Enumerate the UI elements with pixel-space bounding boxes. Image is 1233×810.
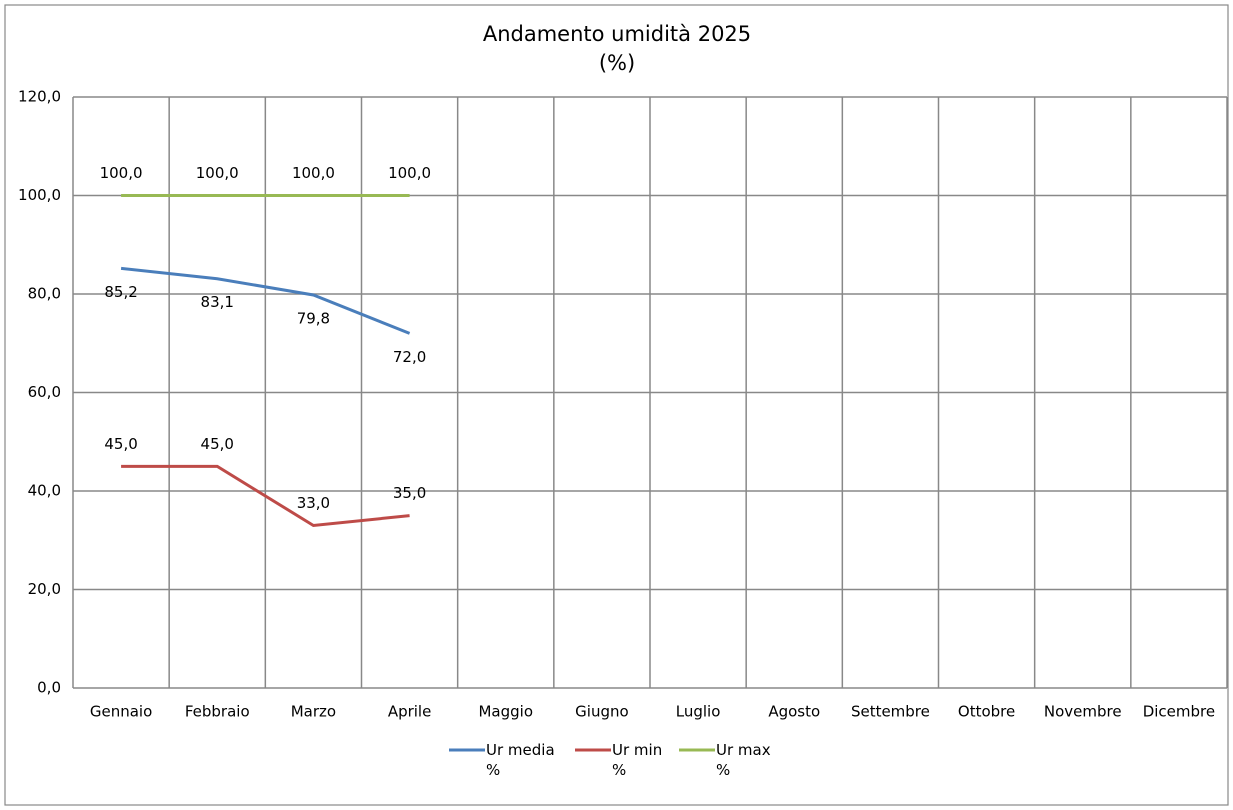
x-tick-label: Novembre (1044, 703, 1122, 721)
data-label: 85,2 (104, 283, 137, 301)
y-tick-label: 0,0 (37, 679, 61, 697)
x-tick-label: Maggio (478, 703, 533, 721)
x-tick-label: Febbraio (185, 703, 250, 721)
chart-border (4, 4, 1229, 806)
x-tick-label: Marzo (291, 703, 336, 721)
x-tick-label: Giugno (575, 703, 629, 721)
x-tick-label: Ottobre (958, 703, 1015, 721)
x-tick-label: Agosto (768, 703, 820, 721)
series-line (121, 464, 410, 528)
y-tick-label: 40,0 (28, 482, 61, 500)
legend-label: Ur min% (612, 741, 662, 779)
y-tick-label: 100,0 (18, 186, 61, 204)
data-label: 45,0 (104, 435, 137, 453)
legend-label: Ur max% (716, 741, 771, 779)
x-tick-label: Dicembre (1143, 703, 1215, 721)
chart-title: Andamento umidità 2025 (483, 22, 751, 46)
data-label: 35,0 (393, 484, 426, 502)
legend-label: Ur media% (486, 741, 555, 779)
y-tick-label: 60,0 (28, 383, 61, 401)
series-line (120, 266, 411, 335)
data-label: 100,0 (292, 164, 335, 182)
data-label: 45,0 (201, 435, 234, 453)
data-label: 100,0 (100, 164, 143, 182)
data-label: 33,0 (297, 494, 330, 512)
x-tick-label: Aprile (388, 703, 432, 721)
data-label: 100,0 (196, 164, 239, 182)
x-tick-label: Settembre (851, 703, 930, 721)
data-label: 100,0 (388, 164, 431, 182)
y-tick-label: 80,0 (28, 285, 61, 303)
data-label: 83,1 (201, 293, 234, 311)
x-tick-label: Gennaio (90, 703, 152, 721)
y-tick-label: 20,0 (28, 580, 61, 598)
x-tick-label: Luglio (676, 703, 721, 721)
chart-subtitle: (%) (599, 51, 635, 75)
data-label: 79,8 (297, 309, 330, 327)
data-label: 72,0 (393, 348, 426, 366)
y-tick-label: 120,0 (18, 88, 61, 106)
